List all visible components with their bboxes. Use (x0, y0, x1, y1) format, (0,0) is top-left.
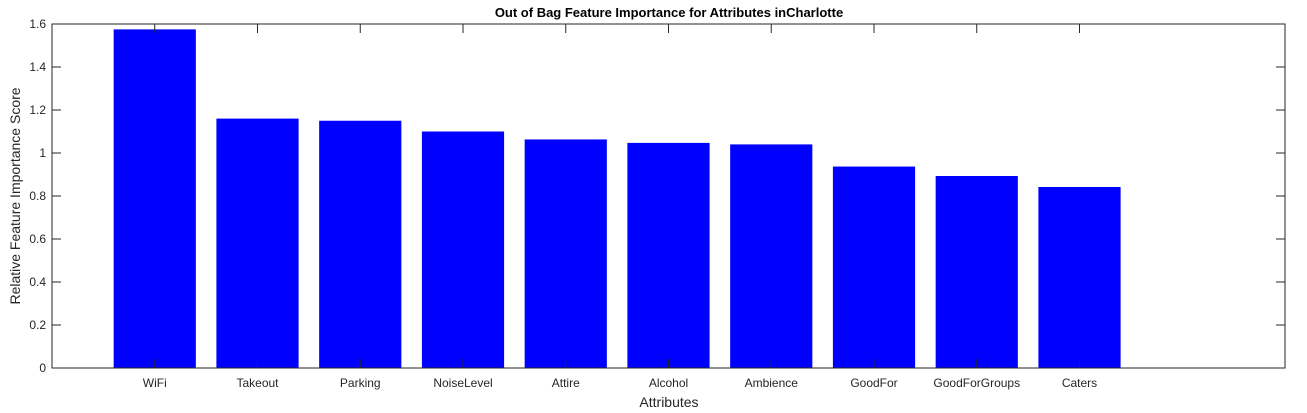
y-tick-label: 1.2 (29, 103, 46, 117)
x-tick-label: Parking (340, 376, 381, 390)
bar (524, 139, 607, 368)
bar (627, 142, 710, 368)
x-tick-labels: WiFi Takeout Parking NoiseLevel Attire Alcoho… (143, 376, 1097, 390)
x-axis-label: Attributes (639, 394, 698, 410)
y-tick-label: 1 (39, 146, 46, 160)
y-tick-label: 0 (39, 361, 46, 375)
y-tick-label: 1.4 (29, 60, 46, 74)
ticks (52, 23, 1285, 369)
y-axis-label: Relative Feature Importance Score (7, 87, 23, 304)
bars (113, 29, 1121, 368)
y-tick-label: 0.8 (29, 189, 46, 203)
x-tick-label: NoiseLevel (433, 376, 492, 390)
y-tick-label: 0.6 (29, 232, 46, 246)
bar (319, 120, 402, 368)
bar (216, 118, 299, 368)
x-tick-label: Takeout (236, 376, 279, 390)
bar (730, 144, 813, 368)
x-tick-label: Caters (1062, 376, 1097, 390)
bar (113, 29, 196, 368)
bar (1038, 186, 1121, 368)
y-tick-label: 1.6 (29, 17, 46, 31)
x-tick-label: GoodForGroups (933, 376, 1020, 390)
x-tick-label: WiFi (143, 376, 167, 390)
bar (832, 166, 916, 368)
y-tick-label: 0.4 (29, 275, 46, 289)
bar (935, 176, 1018, 368)
x-tick-label: Attire (552, 376, 580, 390)
x-tick-label: Ambience (745, 376, 799, 390)
bar (421, 131, 505, 368)
y-tick-labels: 0 0.2 0.4 0.6 0.8 1 1.2 1.4 1.6 (29, 17, 46, 375)
x-tick-label: GoodFor (850, 376, 897, 390)
chart-title: Out of Bag Feature Importance for Attrib… (495, 5, 843, 20)
y-tick-label: 0.2 (29, 318, 46, 332)
x-tick-label: Alcohol (649, 376, 688, 390)
